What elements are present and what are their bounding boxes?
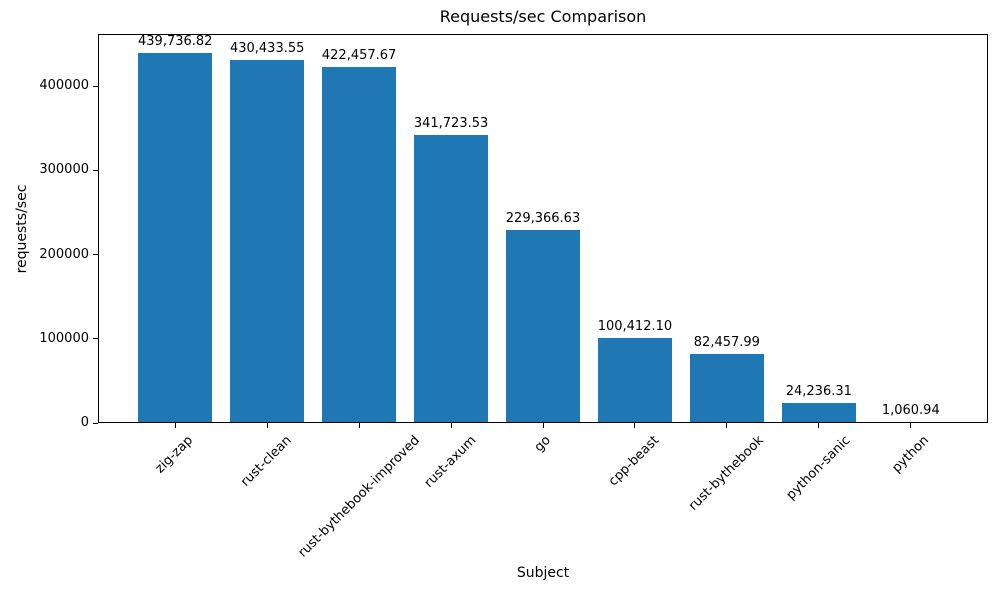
x-tick-label: rust-bythebook-improved bbox=[294, 433, 423, 561]
y-tick-label: 300000 bbox=[39, 162, 89, 178]
x-tick-mark bbox=[818, 423, 820, 428]
bar-cpp-beast bbox=[598, 338, 672, 423]
y-tick-mark bbox=[93, 254, 98, 255]
bar-rust-axum bbox=[414, 135, 488, 423]
x-tick-label: python bbox=[888, 433, 932, 476]
x-tick-mark bbox=[266, 423, 268, 428]
bar-rust-clean bbox=[230, 60, 304, 423]
bar-value-label: 439,736.82 bbox=[138, 33, 213, 49]
bar-value-label: 82,457.99 bbox=[693, 334, 760, 350]
y-tick-label: 200000 bbox=[39, 246, 89, 262]
bar-value-label: 229,366.63 bbox=[505, 210, 581, 226]
x-tick-mark bbox=[910, 423, 912, 428]
x-tick-mark bbox=[358, 423, 360, 428]
y-tick-mark bbox=[93, 422, 98, 424]
bar-python-sanic bbox=[782, 402, 856, 423]
x-tick-mark bbox=[450, 423, 452, 428]
x-tick-label: zig-zap bbox=[153, 433, 197, 477]
y-tick-mark bbox=[93, 338, 98, 340]
y-tick-label: 400000 bbox=[39, 78, 89, 93]
bar-value-label: 24,236.31 bbox=[785, 383, 852, 399]
bar-rust-bythebook-improved bbox=[322, 67, 396, 423]
chart-title: Requests/sec Comparison bbox=[439, 7, 647, 26]
x-tick-mark bbox=[726, 423, 728, 428]
bar-value-label: 1,060.94 bbox=[881, 403, 940, 418]
bar-value-label: 341,723.53 bbox=[413, 116, 489, 132]
y-tick-label: 0 bbox=[80, 415, 89, 430]
x-tick-label: rust-bythebook bbox=[686, 433, 767, 514]
x-axis-label: Subject bbox=[516, 565, 570, 581]
y-tick-mark bbox=[93, 169, 98, 171]
x-tick-mark bbox=[542, 423, 544, 428]
x-tick-label: cpp-beast bbox=[606, 433, 663, 490]
bar-value-label: 430,433.55 bbox=[229, 41, 305, 57]
x-tick-label: python-sanic bbox=[783, 433, 854, 503]
bar-rust-bythebook bbox=[690, 353, 764, 423]
x-tick-mark bbox=[174, 423, 176, 428]
x-tick-label: go bbox=[531, 433, 554, 456]
x-tick-mark bbox=[634, 423, 636, 428]
bar-value-label: 422,457.67 bbox=[321, 48, 397, 64]
bar-value-label: 100,412.10 bbox=[597, 319, 673, 335]
x-tick-label: rust-axum bbox=[421, 433, 480, 491]
bar-go bbox=[506, 229, 580, 423]
y-tick-label: 100000 bbox=[39, 330, 89, 346]
y-axis-label: requests/sec bbox=[14, 184, 30, 274]
bar-zig-zap bbox=[138, 52, 212, 423]
x-tick-label: rust-clean bbox=[238, 433, 296, 490]
y-tick-mark bbox=[93, 85, 98, 87]
